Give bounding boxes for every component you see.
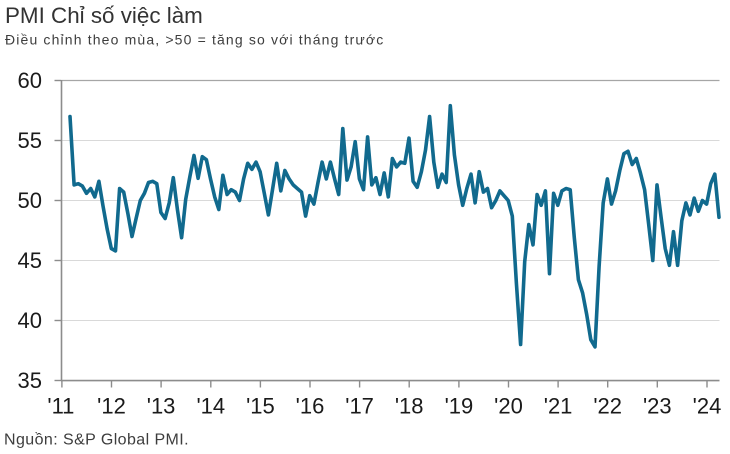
svg-text:40: 40 [18,308,42,333]
svg-text:PMI Chỉ số việc làm: PMI Chỉ số việc làm [5,3,203,28]
svg-text:'13: '13 [147,394,176,419]
svg-text:55: 55 [18,128,42,153]
svg-text:'20: '20 [494,394,523,419]
svg-text:'19: '19 [445,394,474,419]
svg-text:'23: '23 [643,394,672,419]
svg-text:'12: '12 [97,394,126,419]
svg-text:'22: '22 [593,394,622,419]
svg-text:50: 50 [18,188,42,213]
svg-text:'16: '16 [296,394,325,419]
svg-text:'24: '24 [693,394,722,419]
svg-text:'17: '17 [345,394,374,419]
svg-text:60: 60 [18,68,42,93]
svg-text:45: 45 [18,248,42,273]
svg-text:'11: '11 [47,394,74,419]
svg-text:Điều chỉnh theo mùa, >50 = tăn: Điều chỉnh theo mùa, >50 = tăng so với t… [5,31,384,47]
svg-text:'14: '14 [196,394,225,419]
svg-text:'21: '21 [544,394,573,419]
svg-text:35: 35 [18,368,42,393]
svg-text:'15: '15 [246,394,275,419]
svg-text:'18: '18 [395,394,424,419]
svg-text:Nguồn: S&P Global PMI.: Nguồn: S&P Global PMI. [4,431,189,448]
